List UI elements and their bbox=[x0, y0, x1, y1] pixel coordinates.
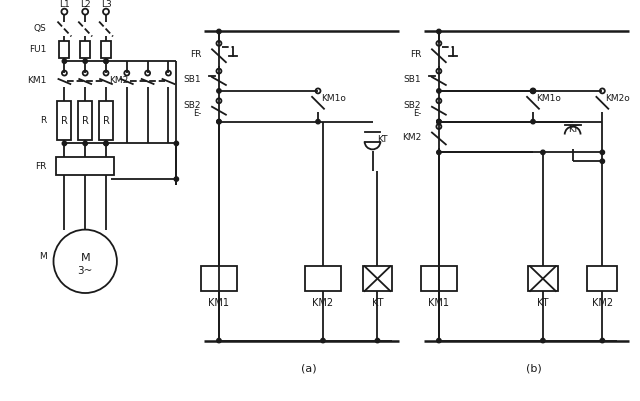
Circle shape bbox=[436, 119, 441, 124]
Text: KT: KT bbox=[372, 298, 383, 308]
Bar bbox=[101, 41, 111, 58]
Text: (b): (b) bbox=[526, 363, 542, 373]
Text: KM2: KM2 bbox=[592, 298, 613, 308]
Bar bbox=[78, 101, 92, 140]
Circle shape bbox=[217, 338, 221, 343]
Text: KM1: KM1 bbox=[428, 298, 449, 308]
Bar bbox=[305, 266, 341, 291]
Text: KM2: KM2 bbox=[109, 75, 128, 85]
Text: KM2o: KM2o bbox=[605, 94, 630, 103]
Circle shape bbox=[600, 150, 605, 154]
Text: QS: QS bbox=[34, 24, 47, 33]
Circle shape bbox=[217, 119, 221, 124]
Text: KT: KT bbox=[568, 125, 578, 134]
Bar bbox=[58, 101, 71, 140]
Text: KM1o: KM1o bbox=[321, 94, 346, 103]
Text: SB2: SB2 bbox=[404, 101, 421, 110]
Circle shape bbox=[104, 141, 108, 146]
Circle shape bbox=[436, 150, 441, 154]
Circle shape bbox=[83, 59, 88, 63]
Text: KM1: KM1 bbox=[27, 75, 47, 85]
Text: E-: E- bbox=[413, 109, 421, 118]
Text: KM2: KM2 bbox=[402, 133, 421, 142]
Text: FR: FR bbox=[410, 50, 421, 59]
Text: (a): (a) bbox=[301, 363, 317, 373]
Text: FU1: FU1 bbox=[29, 45, 47, 54]
Text: SB2: SB2 bbox=[184, 101, 201, 110]
Circle shape bbox=[174, 177, 179, 181]
Circle shape bbox=[600, 338, 605, 343]
Text: L3: L3 bbox=[100, 0, 111, 9]
Text: L2: L2 bbox=[80, 0, 90, 9]
Bar bbox=[528, 266, 558, 291]
Circle shape bbox=[316, 119, 320, 124]
Text: KM2: KM2 bbox=[312, 298, 333, 308]
Circle shape bbox=[174, 141, 179, 146]
Circle shape bbox=[104, 59, 108, 63]
Circle shape bbox=[375, 338, 380, 343]
Text: 3~: 3~ bbox=[77, 266, 93, 276]
Circle shape bbox=[62, 141, 67, 146]
Circle shape bbox=[436, 119, 441, 124]
Text: FR: FR bbox=[189, 50, 201, 59]
Text: KM1o: KM1o bbox=[536, 94, 561, 103]
Circle shape bbox=[217, 119, 221, 124]
Text: M: M bbox=[81, 253, 90, 263]
Circle shape bbox=[600, 159, 605, 164]
Circle shape bbox=[83, 141, 88, 146]
Text: SB1: SB1 bbox=[184, 75, 201, 83]
Circle shape bbox=[531, 89, 535, 93]
Bar bbox=[363, 266, 392, 291]
Text: M: M bbox=[39, 252, 47, 261]
Circle shape bbox=[62, 59, 67, 63]
Circle shape bbox=[104, 59, 108, 63]
Circle shape bbox=[436, 89, 441, 93]
Text: SB1: SB1 bbox=[403, 75, 421, 83]
Circle shape bbox=[217, 29, 221, 34]
Circle shape bbox=[541, 338, 545, 343]
Circle shape bbox=[321, 338, 325, 343]
Text: R: R bbox=[40, 116, 47, 125]
Circle shape bbox=[104, 141, 108, 146]
Bar bbox=[588, 266, 617, 291]
Text: E-: E- bbox=[193, 109, 201, 118]
Text: R: R bbox=[102, 115, 109, 126]
Circle shape bbox=[436, 29, 441, 34]
Text: L1: L1 bbox=[59, 0, 70, 9]
Text: R: R bbox=[82, 115, 89, 126]
Circle shape bbox=[436, 119, 441, 124]
Bar bbox=[60, 41, 69, 58]
Bar bbox=[421, 266, 457, 291]
Circle shape bbox=[436, 338, 441, 343]
Bar bbox=[99, 101, 113, 140]
Text: KM1: KM1 bbox=[209, 298, 230, 308]
Bar bbox=[56, 157, 114, 175]
Text: R: R bbox=[61, 115, 68, 126]
Text: KT: KT bbox=[378, 135, 388, 144]
Bar bbox=[80, 41, 90, 58]
Text: KT: KT bbox=[537, 298, 548, 308]
Bar bbox=[201, 266, 237, 291]
Circle shape bbox=[531, 119, 535, 124]
Circle shape bbox=[217, 89, 221, 93]
Circle shape bbox=[541, 150, 545, 154]
Text: FR: FR bbox=[35, 162, 47, 171]
